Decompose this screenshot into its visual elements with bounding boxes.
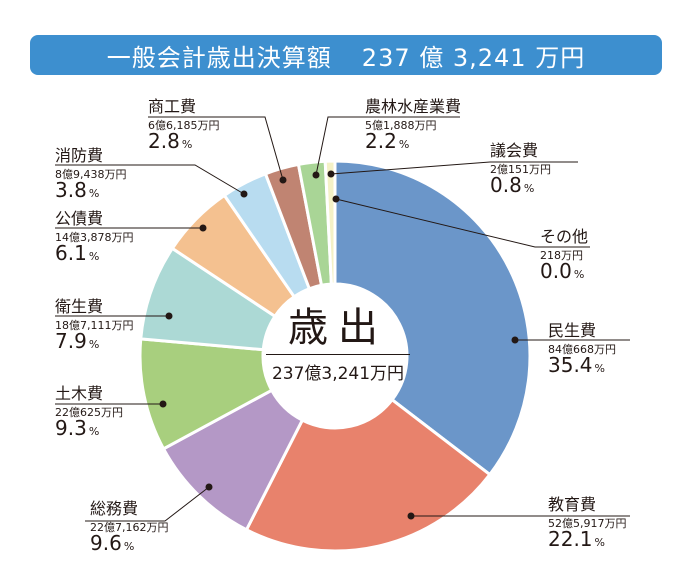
slice-name: 農林水産業費 [365,97,462,116]
label-slice-1: 民生費 84億668万円 35.4% [548,321,616,378]
leader-dot-8 [279,176,287,184]
leader-dot-7 [240,190,248,198]
leader-dot-5 [165,312,173,320]
slice-percent: 2.2 [365,129,397,154]
percent-unit: % [88,338,100,352]
label-slice-3: 総務費 22億7,162万円 9.6% [90,499,169,556]
slice-percent: 0.8 [490,173,522,198]
slice-amount: 22億7,162万円 [90,520,169,534]
leader-dot-4 [159,400,167,408]
label-slice-6: 公債費 14億3,878万円 6.1% [55,209,134,266]
leader-dot-1 [511,336,519,344]
leader-line-8 [148,116,284,181]
percent-unit: % [573,268,585,282]
slice-2 [244,397,492,553]
slice-amount: 2億151万円 [490,162,551,176]
slice-name: 公債費 [55,209,104,228]
leader-line-9 [315,116,460,176]
leader-line-10 [330,161,578,175]
slice-amount: 52億5,917万円 [548,516,627,530]
slice-name: 商工費 [148,97,197,116]
label-slice-8: 商工費 6億6,185万円 2.8% [148,97,220,154]
slice-amount: 18億7,111万円 [55,318,134,332]
slice-name: 衛生費 [55,297,104,316]
slice-percent: 22.1 [548,527,593,552]
leader-dot-9 [312,171,320,179]
slice-name: 議会費 [490,141,539,160]
slice-percent: 2.8 [148,129,180,154]
percent-unit: % [398,138,410,152]
title-total: 237 億 3,241 万円 [361,43,586,72]
percent-unit: % [181,138,193,152]
leader-line-7 [55,164,245,195]
leader-dot-3 [205,483,213,491]
percent-unit: % [523,182,535,196]
slice-percent: 3.8 [55,178,87,203]
title-banner: 一般会計歳出決算額 237 億 3,241 万円 [30,35,662,75]
leader-dot-2 [407,512,415,520]
leader-line-3 [85,486,210,522]
slice-amount: 8億9,438万円 [55,167,127,181]
label-slice-2: 教育費 52億5,917万円 22.1% [548,495,627,552]
slice-percent: 6.1 [55,241,87,266]
label-slice-5: 衛生費 18億7,111万円 7.9% [55,297,134,354]
slice-name: 教育費 [548,495,597,514]
slice-name: 総務費 [90,499,139,518]
leader-dot-11 [332,195,340,203]
slice-amount: 84億668万円 [548,342,616,356]
label-slice-9: 農林水産業費 5億1,888万円 2.2% [365,97,462,154]
percent-unit: % [594,536,605,550]
slice-amount: 22億625万円 [55,405,123,419]
center-title: 歳出 [288,305,388,351]
slice-1 [333,159,532,477]
slice-percent: 0.0 [540,259,572,284]
slice-name: 消防費 [55,146,104,165]
leader-line-11 [335,198,590,248]
leader-dot-10 [327,170,335,178]
slice-percent: 35.4 [548,353,593,378]
slice-percent: 7.9 [55,329,87,354]
percent-unit: % [123,540,135,554]
slice-amount: 6億6,185万円 [148,118,220,132]
slice-amount: 5億1,888万円 [365,118,437,132]
slice-amount: 218万円 [540,248,583,262]
slice-10 [323,159,337,286]
title-text: 一般会計歳出決算額 [106,43,332,72]
label-slice-11: その他 218万円 0.0% [540,227,589,284]
center-total: 237億3,241万円 [271,364,405,384]
slice-amount: 14億3,878万円 [55,230,134,244]
label-slice-4: 土木費 22億625万円 9.3% [55,384,123,441]
slice-name: その他 [540,227,589,246]
leader-dot-6 [199,224,207,232]
label-slice-7: 消防費 8億9,438万円 3.8% [55,146,127,203]
slice-name: 民生費 [548,321,597,340]
center-divider [266,354,410,355]
percent-unit: % [88,187,100,201]
slice-percent: 9.3 [55,416,87,441]
label-slice-10: 議会費 2億151万円 0.8% [490,141,551,198]
percent-unit: % [88,425,100,439]
slice-name: 土木費 [55,384,104,403]
percent-unit: % [594,362,605,376]
slice-percent: 9.6 [90,531,122,556]
percent-unit: % [88,250,100,264]
